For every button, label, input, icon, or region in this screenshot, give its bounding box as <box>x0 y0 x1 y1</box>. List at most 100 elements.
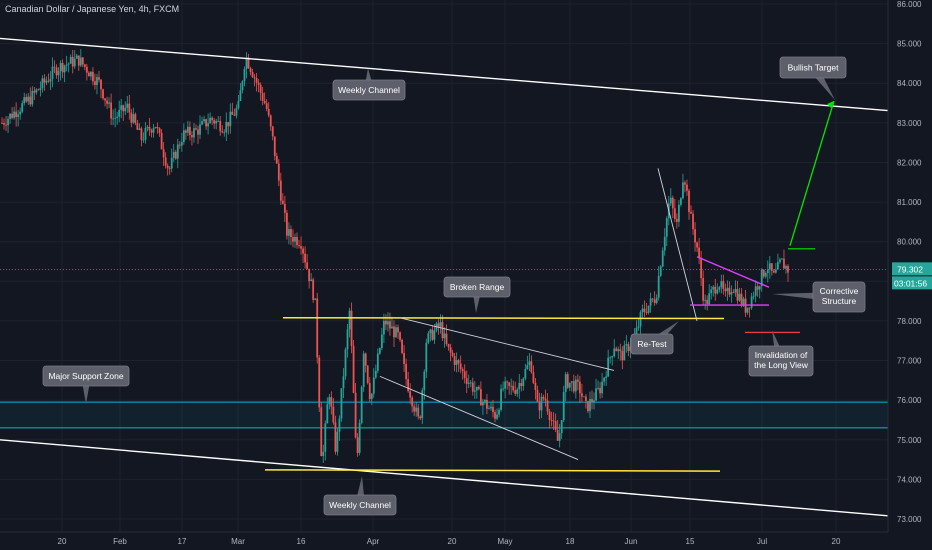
candle <box>530 355 533 374</box>
candle-body <box>302 248 304 254</box>
candle <box>597 380 599 391</box>
candle <box>572 374 575 394</box>
candle <box>69 54 72 64</box>
candle <box>3 118 5 130</box>
candle <box>461 367 464 380</box>
candle <box>540 393 543 419</box>
candle-body <box>75 55 78 59</box>
candle-body <box>494 412 496 419</box>
candle-body <box>663 236 666 251</box>
candle-body <box>578 381 581 394</box>
candle-body <box>587 401 589 412</box>
candle-body <box>316 298 319 358</box>
candle <box>330 391 333 415</box>
callout-label: Re-Test <box>637 339 667 349</box>
candle <box>653 291 656 306</box>
candle-body <box>41 78 44 89</box>
candle <box>344 347 347 380</box>
candle-body <box>387 321 389 325</box>
candle-body <box>591 399 593 403</box>
candle <box>37 88 40 91</box>
candle <box>150 128 153 138</box>
candle <box>409 383 412 405</box>
candle-body <box>106 100 108 104</box>
candle-body <box>11 113 14 118</box>
candle-body <box>124 107 127 112</box>
candle <box>294 233 296 248</box>
candle-body <box>217 120 220 122</box>
candle <box>207 113 209 135</box>
candle <box>199 115 201 140</box>
candle-body <box>732 292 735 294</box>
candle-body <box>281 200 284 204</box>
candle-body <box>696 242 698 248</box>
candle <box>746 307 749 315</box>
candle <box>758 285 761 299</box>
candle <box>35 88 38 95</box>
candle <box>71 49 74 74</box>
candle-body <box>391 326 393 329</box>
candle-body <box>665 218 668 237</box>
candle <box>168 165 171 175</box>
candle-body <box>7 118 9 126</box>
candle-body <box>716 289 719 294</box>
candle-body <box>548 411 551 421</box>
candle-body <box>605 376 608 378</box>
candle <box>490 401 492 411</box>
candle <box>389 312 391 336</box>
candle <box>255 72 258 92</box>
candle <box>692 210 694 235</box>
candle-body <box>128 103 131 113</box>
candle <box>247 53 250 69</box>
candle-body <box>197 129 199 135</box>
candle-body <box>73 58 76 67</box>
candle-body <box>427 333 430 343</box>
callout-label: Broken Range <box>450 282 505 292</box>
candle <box>328 393 331 410</box>
candle <box>417 404 420 420</box>
price-axis: 86.000 85.000 84.000 83.000 82.000 81.000 80.0… <box>887 0 932 550</box>
candle <box>306 254 309 270</box>
candle-body <box>564 374 567 393</box>
candle-body <box>502 388 505 390</box>
candle <box>156 122 159 134</box>
candle-body <box>694 229 696 243</box>
candle-body <box>518 383 521 390</box>
candle-body <box>380 334 383 349</box>
candle-body <box>81 57 84 65</box>
candle-body <box>593 400 595 403</box>
candle <box>229 103 232 134</box>
candle-body <box>463 371 466 379</box>
candle-body <box>544 398 547 401</box>
candle-body <box>657 275 660 298</box>
candle <box>528 353 531 372</box>
candle-body <box>397 327 399 333</box>
candle-body <box>488 408 490 410</box>
candle <box>217 116 220 122</box>
candle-body <box>63 65 66 73</box>
candle-body <box>465 378 468 384</box>
candle-body <box>352 345 355 393</box>
candle <box>651 297 654 303</box>
candle-body <box>209 117 212 124</box>
candle <box>90 71 92 81</box>
candle <box>92 67 94 86</box>
candle-body <box>310 279 313 282</box>
candle <box>128 94 131 120</box>
candle <box>245 52 248 79</box>
candle-body <box>524 368 527 379</box>
candle-body <box>619 349 622 351</box>
candle-body <box>308 268 311 282</box>
callout-label: Bullish Target <box>788 63 840 73</box>
candle <box>122 104 125 121</box>
candle-body <box>785 265 787 269</box>
candle <box>140 126 143 147</box>
candle <box>698 237 700 265</box>
candle <box>508 381 511 395</box>
candle <box>665 216 668 246</box>
candle-body <box>684 182 686 185</box>
candle <box>7 116 9 133</box>
candles <box>1 49 789 463</box>
